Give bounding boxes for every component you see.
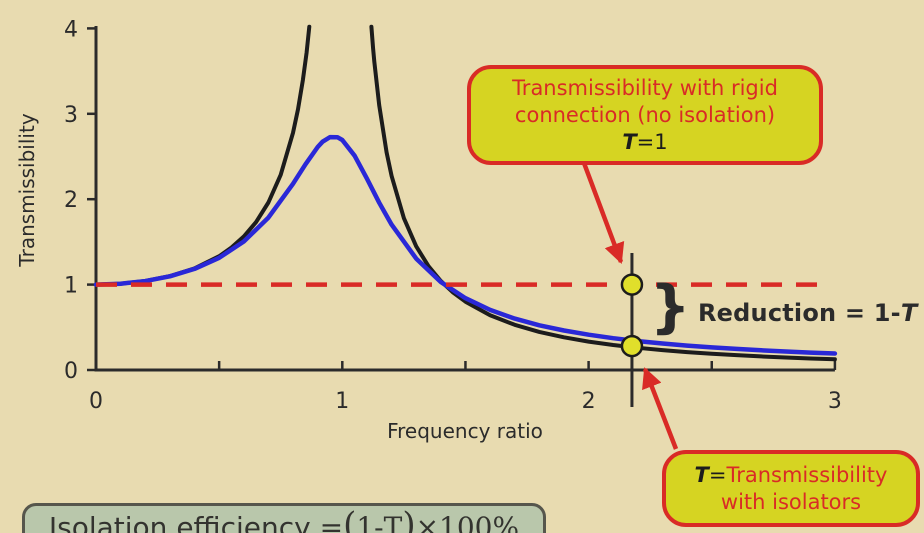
callout-rigid-connection: Transmissibility with rigid connection (… <box>467 65 823 165</box>
x-tick-label: 1 <box>335 389 349 414</box>
callout-isolators-line2: with isolators <box>720 489 862 514</box>
equals-sign: = <box>708 462 727 487</box>
x-tick-label: 2 <box>582 389 596 414</box>
callout-rigid-line3: T=1 <box>471 129 819 156</box>
callout-with-isolators: T=Transmissibility with isolators <box>662 450 920 527</box>
marker-point-rigid <box>620 273 644 296</box>
arrow-to-rigid-point <box>581 162 625 264</box>
y-tick-label: 4 <box>64 17 78 42</box>
curve-with-isolators <box>93 134 838 356</box>
x-tick-label: 0 <box>89 389 103 414</box>
formula-t-symbol: T <box>383 511 403 533</box>
callout-isolators-line1: T=Transmissibility <box>666 462 916 489</box>
formula-close-paren: ) <box>402 505 416 533</box>
formula-lead: Isolation efficiency = <box>48 511 344 533</box>
callout-rigid-line2: connection (no isolation) <box>514 102 776 127</box>
y-axis-title: Transmissibility <box>15 113 39 267</box>
marker-point-isolators <box>620 334 644 358</box>
t-value: =1 <box>636 129 668 154</box>
y-tick-label: 3 <box>64 103 78 128</box>
formula-body: 1- <box>356 511 384 533</box>
reduction-brace: } <box>650 274 691 340</box>
reduction-t-symbol: T <box>900 299 918 327</box>
formula-tail: ×100% <box>415 511 520 533</box>
curves-layer <box>93 24 838 362</box>
axes-layer: 0 1 2 3 0 1 2 3 4 <box>64 17 842 414</box>
y-tick-label: 0 <box>64 359 78 384</box>
arrow-to-isolator-point <box>642 367 679 450</box>
annotation-layer <box>96 162 830 450</box>
y-tick-label: 2 <box>64 188 78 213</box>
callout-rigid-line1: Transmissibility with rigid <box>512 75 778 100</box>
y-tick-label: 1 <box>64 274 78 299</box>
curve-rigid-connection <box>369 24 837 362</box>
callout-isolators-text1: Transmissibility <box>726 462 888 487</box>
reduction-label: Reduction = 1-T <box>698 299 917 327</box>
curve-rigid-connection <box>94 24 312 287</box>
x-tick-label: 3 <box>828 389 842 414</box>
formula-open-paren: ( <box>343 505 357 533</box>
isolation-efficiency-formula-box: Isolation efficiency = (1- T) ×100% <box>22 503 546 533</box>
reduction-text: Reduction = 1- <box>698 299 901 327</box>
t-symbol: T <box>694 462 709 487</box>
t-symbol: T <box>622 129 637 154</box>
x-axis-title: Frequency ratio <box>387 419 543 443</box>
